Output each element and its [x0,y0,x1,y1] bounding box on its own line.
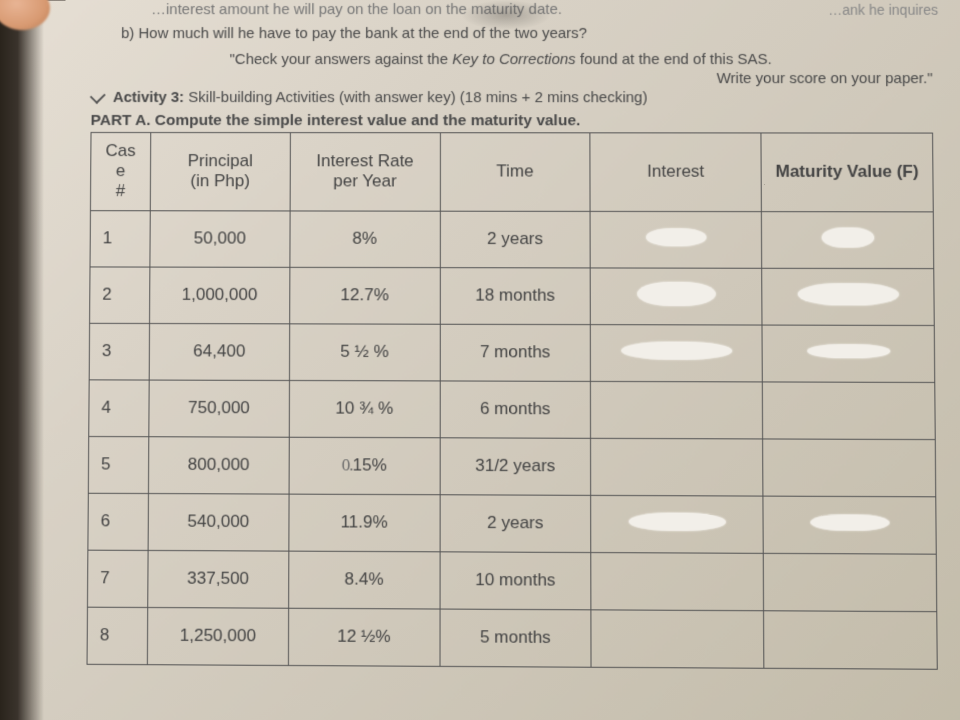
cell-case-num: 2 [90,266,150,323]
cell-maturity [763,553,936,611]
cell-rate: 0.15% [289,437,440,495]
cell-interest [591,324,763,381]
rate-text: 15% [353,455,387,474]
cell-principal: 540,000 [148,493,289,551]
cell-interest [591,552,764,610]
cell-principal: 50,000 [150,210,290,267]
note-prefix: "Check your answers against the [230,51,453,68]
rate-text: 5 ½ % [340,342,388,361]
rate-text: 11.9% [340,512,387,532]
erasure-smudge [821,227,874,247]
erasure-smudge [628,512,725,531]
handwritten-prefix: 0. [342,455,353,474]
cell-rate: 11.9% [289,494,440,552]
table-header-row: Cas e # Principal (in Php) Interest Rate… [90,132,933,211]
cell-time: 2 years [440,211,591,268]
cell-time: 6 months [440,380,591,437]
activity-label: Activity 3: [113,89,184,106]
cell-case-num: 8 [87,607,148,664]
rate-text: 12 ½% [337,626,391,646]
erasure-smudge [637,281,716,305]
cell-maturity [762,381,935,439]
cell-rate: 10 ¾ % [289,380,440,437]
cell-case-num: 7 [87,550,148,607]
worksheet-page: …ank he inquires …interest amount he wil… [0,0,960,720]
cutoff-text-top-right: …ank he inquires [828,2,938,18]
note-suffix: found at the end of this SAS. [576,50,772,67]
cell-principal: 750,000 [149,380,290,437]
cell-interest [591,438,763,496]
table-row: 5800,0000.15%31/2 years [88,436,935,496]
erasure-smudge [797,283,898,306]
cell-case-num: 5 [88,436,148,493]
activity-3-heading: Activity 3: Skill-building Activities (w… [91,89,943,106]
cell-time: 2 years [440,494,591,552]
erasure-smudge [646,228,707,246]
note-italic: Key to Corrections [452,51,576,68]
table-row: 364,400 5 ½ % 7 months [89,323,935,382]
rate-text: 8% [352,229,377,248]
cell-maturity [763,496,936,554]
cell-rate: 5 ½ % [289,323,440,380]
cell-case-num: 4 [89,379,149,436]
camera-shadow [461,0,551,30]
cell-time: 10 months [440,551,592,609]
header-principal: Principal (in Php) [150,132,290,210]
simple-interest-table: Cas e # Principal (in Php) Interest Rate… [87,131,938,669]
cell-time: 5 months [440,609,592,667]
check-answers-note: "Check your answers against the Key to C… [61,50,942,67]
cell-principal: 64,400 [149,323,289,380]
rate-text: 12.7% [340,285,388,304]
cell-principal: 1,250,000 [147,607,288,665]
cell-principal: 1,000,000 [149,267,289,324]
header-interest: Interest [590,132,761,211]
cell-time: 18 months [440,267,591,324]
erasure-smudge [621,341,732,360]
cell-maturity [762,211,934,268]
activity-rest: Skill-building Activities (with answer k… [184,89,647,106]
cell-maturity [762,325,935,382]
cell-rate: 12.7% [289,267,439,324]
cell-maturity [764,610,938,669]
cell-case-num: 6 [88,493,148,550]
cell-rate: 8.4% [288,551,439,609]
erasure-smudge [810,514,889,531]
table-row: 81,250,000 12 ½% 5 months [87,607,937,669]
header-maturity: Maturity Value (F) [761,132,933,211]
table-row: 6540,000 11.9% 2 years [88,493,936,554]
cell-rate: 12 ½% [288,608,439,666]
cell-time: 7 months [440,324,591,381]
cell-maturity [763,438,936,496]
table-row: 21,000,000 12.7% 18 months [90,266,935,325]
cell-rate: 8% [290,210,440,267]
header-time: Time [440,132,590,211]
cell-case-num: 1 [90,210,150,266]
cell-interest [590,267,762,324]
cell-interest [590,211,761,268]
part-a-heading: PART A. Compute the simple interest valu… [91,111,944,130]
cell-time: 31/2 years [440,437,591,495]
check-mark-icon [90,88,106,104]
dark-edge-background [0,0,44,720]
table-row: 150,000 8% 2 years [90,210,934,268]
table-row: 4750,000 10 ¾ % 6 months [89,379,936,439]
cell-principal: 800,000 [148,436,289,493]
header-case: Cas e # [90,132,150,210]
rate-text: 10 ¾ % [335,398,393,417]
header-rate: Interest Rate per Year [290,132,440,211]
table-row: 7337,500 8.4% 10 months [87,550,936,612]
erasure-smudge [807,344,890,358]
cell-case-num: 3 [89,323,149,380]
cell-interest [591,381,763,439]
rate-text: 8.4% [344,569,383,589]
cell-interest [591,609,764,667]
cell-principal: 337,500 [148,550,289,608]
cell-maturity [762,268,934,325]
cell-interest [591,495,763,553]
write-score-note: Write your score on your paper." [61,70,943,87]
